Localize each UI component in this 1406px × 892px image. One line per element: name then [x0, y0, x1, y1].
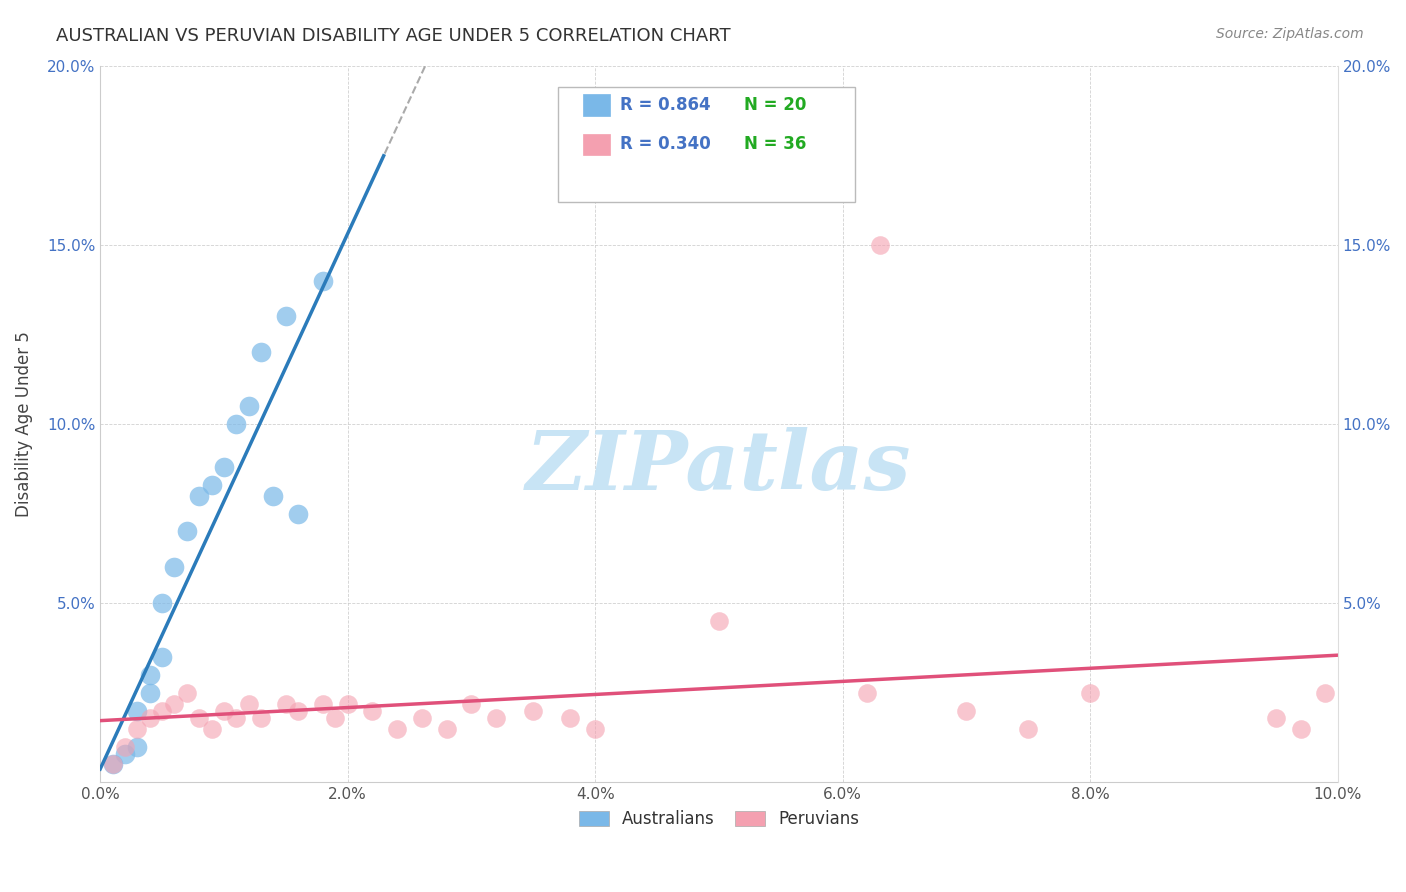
Point [707, 614, 730, 628]
Point [150, 649, 173, 664]
Text: N = 20: N = 20 [744, 96, 806, 114]
Point [188, 711, 211, 725]
Point [385, 722, 408, 736]
Point [176, 686, 198, 700]
Point [1315, 686, 1337, 700]
Point [1289, 722, 1312, 736]
Text: R = 0.864: R = 0.864 [620, 96, 710, 114]
Y-axis label: Disability Age Under 5: Disability Age Under 5 [15, 331, 32, 516]
Point [188, 489, 211, 503]
Point [560, 711, 582, 725]
Point [238, 399, 260, 413]
Point [856, 686, 879, 700]
Point [869, 237, 891, 252]
Point [101, 757, 124, 772]
Point [274, 697, 297, 711]
Point [101, 757, 124, 772]
Point [323, 711, 346, 725]
Point [274, 310, 297, 324]
Point [127, 722, 149, 736]
Point [200, 722, 222, 736]
Point [485, 711, 508, 725]
Point [250, 711, 273, 725]
Point [522, 704, 544, 718]
Point [163, 560, 186, 574]
Bar [583, 95, 610, 116]
FancyBboxPatch shape [558, 87, 855, 202]
Point [287, 704, 309, 718]
Point [436, 722, 458, 736]
Point [1017, 722, 1039, 736]
Point [150, 596, 173, 610]
Text: AUSTRALIAN VS PERUVIAN DISABILITY AGE UNDER 5 CORRELATION CHART: AUSTRALIAN VS PERUVIAN DISABILITY AGE UN… [56, 27, 731, 45]
Point [238, 697, 260, 711]
Point [163, 697, 186, 711]
Point [200, 478, 222, 492]
Text: Source: ZipAtlas.com: Source: ZipAtlas.com [1216, 27, 1364, 41]
Point [1078, 686, 1101, 700]
Point [138, 711, 160, 725]
Text: R = 0.340: R = 0.340 [620, 136, 710, 153]
Point [361, 704, 384, 718]
Point [1264, 711, 1286, 725]
Point [114, 739, 136, 754]
Point [411, 711, 433, 725]
Point [312, 697, 335, 711]
Point [583, 722, 606, 736]
Point [460, 697, 482, 711]
Point [114, 747, 136, 761]
Point [138, 686, 160, 700]
Bar [583, 134, 610, 155]
Point [212, 704, 235, 718]
Point [212, 460, 235, 475]
Point [955, 704, 977, 718]
Text: N = 36: N = 36 [744, 136, 806, 153]
Point [225, 711, 247, 725]
Point [150, 704, 173, 718]
Point [225, 417, 247, 431]
Text: ZIPatlas: ZIPatlas [526, 427, 911, 507]
Point [250, 345, 273, 359]
Point [127, 739, 149, 754]
Point [287, 507, 309, 521]
Legend: Australians, Peruvians: Australians, Peruvians [572, 804, 866, 835]
Point [312, 274, 335, 288]
Point [176, 524, 198, 539]
Point [127, 704, 149, 718]
Point [138, 668, 160, 682]
Point [262, 489, 284, 503]
Point [336, 697, 359, 711]
